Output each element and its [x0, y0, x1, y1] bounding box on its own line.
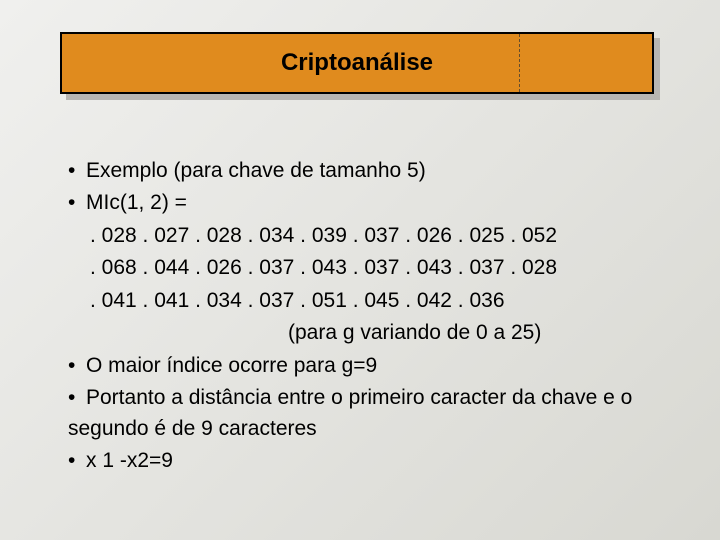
note-text: (para g variando de 0 a 25)	[68, 318, 680, 348]
bullet-marker: •	[68, 383, 86, 413]
bullet-text: Exemplo (para chave de tamanho 5)	[86, 159, 426, 182]
bullet-item: •O maior índice ocorre para g=9	[68, 351, 680, 381]
bullet-marker: •	[68, 351, 86, 381]
bullet-item: •x 1 -x2=9	[68, 446, 680, 476]
bullet-text: x 1 -x2=9	[86, 449, 173, 472]
slide-title: Criptoanálise	[281, 49, 433, 77]
bullet-text: Portanto a distância entre o primeiro ca…	[68, 386, 632, 439]
data-row: . 068 . 044 . 026 . 037 . 043 . 037 . 04…	[68, 253, 680, 283]
bullet-marker: •	[68, 156, 86, 186]
data-row: . 041 . 041 . 034 . 037 . 051 . 045 . 04…	[68, 286, 680, 316]
data-row: . 028 . 027 . 028 . 034 . 039 . 037 . 02…	[68, 221, 680, 251]
bullet-marker: •	[68, 446, 86, 476]
bullet-item: •MIc(1, 2) =	[68, 188, 680, 218]
bullet-item: •Exemplo (para chave de tamanho 5)	[68, 156, 680, 186]
bullet-text: O maior índice ocorre para g=9	[86, 354, 377, 377]
bullet-marker: •	[68, 188, 86, 218]
bullet-text: MIc(1, 2) =	[86, 191, 187, 214]
slide-content: •Exemplo (para chave de tamanho 5) •MIc(…	[68, 156, 680, 478]
title-bar: Criptoanálise	[60, 32, 654, 94]
title-divider	[519, 34, 520, 92]
bullet-item: •Portanto a distância entre o primeiro c…	[68, 383, 680, 444]
